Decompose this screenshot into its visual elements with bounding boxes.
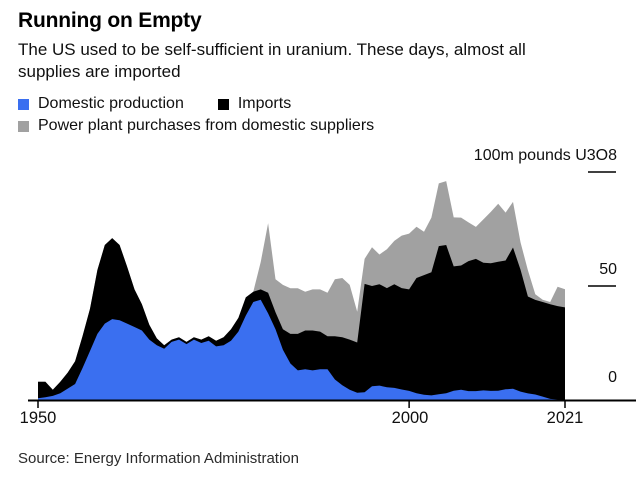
x-tick-label-2021: 2021 [546,409,584,427]
legend-label: Imports [237,95,292,112]
legend-row-1: Domestic production Imports [18,93,374,115]
page-title: Running on Empty [18,9,202,32]
legend-item-power-plant-purchases: Power plant purchases from domestic supp… [18,117,374,135]
y-tick-label-0: 0 [608,369,617,386]
legend-swatch-black-icon [217,98,229,110]
y-tick-label-50: 50 [599,261,617,278]
legend-label: Power plant purchases from domestic supp… [38,117,375,134]
legend-item-domestic-production: Domestic production [18,95,184,113]
legend-row-2: Power plant purchases from domestic supp… [18,115,374,137]
x-tick-label-1950: 1950 [19,409,57,427]
legend-swatch-gray-icon [18,120,29,132]
chart-subtitle: The US used to be self-sufficient in ura… [18,39,526,83]
x-tick-label-2000: 2000 [391,409,429,427]
legend-item-imports: Imports [217,95,292,113]
area-series-0 [38,299,565,400]
subtitle-line-1: The US used to be self-sufficient in ura… [18,40,526,59]
chart-legend: Domestic production Imports Power plant … [18,93,374,137]
legend-swatch-blue-icon [18,98,29,110]
y-axis-unit-label: 100m pounds U3O8 [473,147,617,164]
subtitle-line-2: supplies are imported [18,62,181,81]
source-attribution: Source: Energy Information Administratio… [18,450,299,467]
legend-label: Domestic production [38,95,184,112]
